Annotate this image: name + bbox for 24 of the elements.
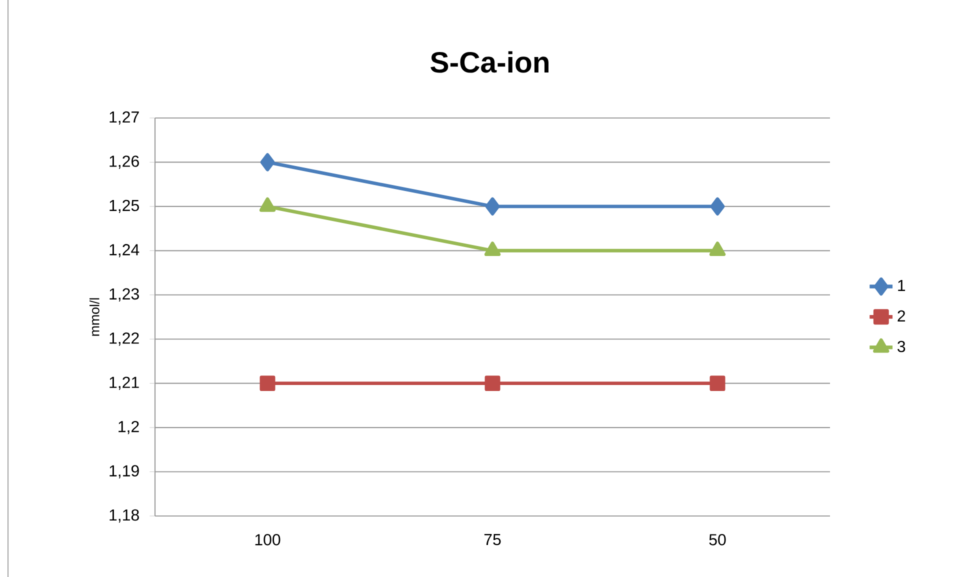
y-tick-label: 1,18 [110,509,139,523]
x-tick-label: 100 [255,534,280,546]
y-tick-label: 1,2 [118,420,139,434]
y-tick-label: 1,22 [110,332,139,346]
legend-label: 2 [898,310,906,322]
point [710,376,726,392]
y-tick-label: 1,24 [110,244,140,258]
y-tick-label: 1,26 [110,156,139,169]
y-tick-label: 1,21 [110,376,139,390]
y-tick-label: 1,23 [110,288,139,302]
chart-title: S-Ca-ion [430,51,548,73]
point [484,376,500,392]
point [710,197,725,216]
y-axis-title: mmol/l [90,298,100,336]
point [485,197,500,216]
point [260,153,275,172]
y-tick-label: 1,25 [110,200,139,214]
x-tick-label: 75 [484,534,501,546]
legend-label: 1 [898,280,906,291]
x-tick-label: 50 [709,534,726,546]
legend-label: 3 [898,340,906,352]
point [260,376,276,392]
y-tick-label: 1,27 [110,111,139,125]
y-tick-label: 1,19 [110,465,139,478]
